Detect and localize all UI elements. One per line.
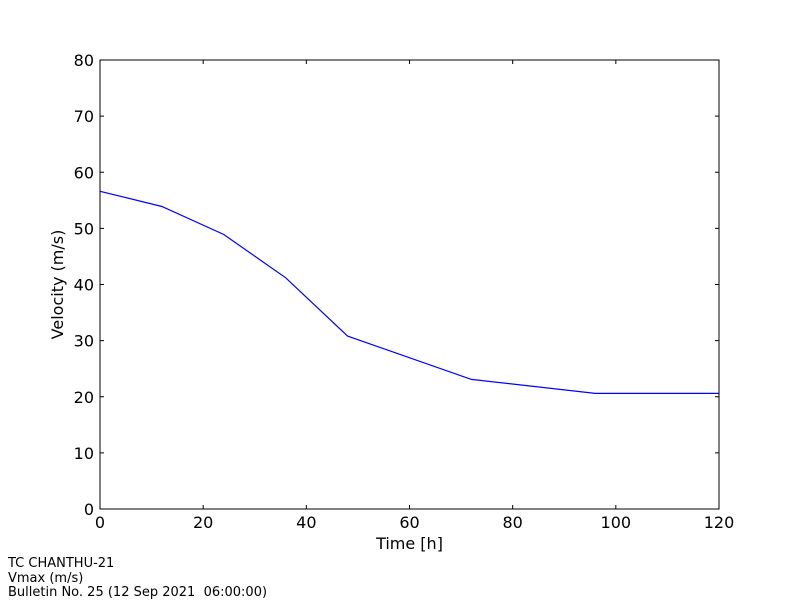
x-tick-label: 0 xyxy=(95,513,105,532)
y-tick-label: 80 xyxy=(74,51,94,70)
x-tick-label: 100 xyxy=(601,513,632,532)
y-tick-label: 40 xyxy=(74,276,94,295)
x-axis-label: Time [h] xyxy=(375,534,443,553)
plot-area xyxy=(99,190,719,394)
chart-footer: TC CHANTHU-21 Vmax (m/s) Bulletin No. 25… xyxy=(8,556,268,601)
x-tick-label: 80 xyxy=(502,513,522,532)
variable-label: Vmax (m/s) xyxy=(8,570,84,586)
y-tick-label: 20 xyxy=(74,388,94,407)
plot-frame xyxy=(99,59,720,510)
tick-labels: 0 20 40 60 80 100 120 0 10 20 30 40 50 60 70 80 xyxy=(74,51,735,532)
x-tick-label: 20 xyxy=(193,513,213,532)
y-tick-label: 60 xyxy=(74,163,94,182)
series-line-1 xyxy=(99,190,719,394)
storm-name: TC CHANTHU-21 xyxy=(8,556,115,571)
bulletin-info: Bulletin No. 25 (12 Sep 2021 06:00:00) xyxy=(8,585,268,600)
y-tick-label: 70 xyxy=(74,107,94,126)
y-tick-label: 0 xyxy=(84,500,94,519)
x-tick-label: 120 xyxy=(704,513,735,532)
y-axis-label: Velocity (m/s) xyxy=(48,230,67,340)
y-tick-label: 30 xyxy=(74,332,94,351)
x-tick-label: 60 xyxy=(399,513,419,532)
x-tick-label: 40 xyxy=(296,513,316,532)
y-tick-label: 50 xyxy=(74,219,94,238)
y-tick-label: 10 xyxy=(74,444,94,463)
axis-ticks xyxy=(99,59,720,510)
